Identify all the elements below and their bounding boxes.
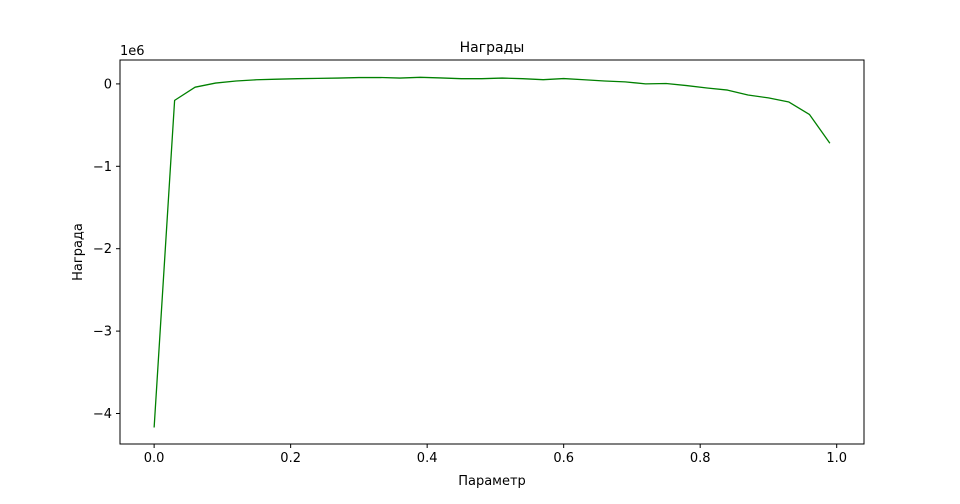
x-axis-ticks: 0.0 0.2 0.4 0.6 0.8 1.0 — [144, 444, 847, 466]
x-tick-label: 0.2 — [280, 451, 301, 466]
y-axis-scale-label: 1e6 — [120, 44, 145, 59]
x-tick-label: 0.4 — [417, 451, 438, 466]
plot-area — [120, 60, 864, 444]
chart-title: Награды — [460, 40, 525, 56]
y-tick-label: 0 — [104, 77, 112, 92]
series-layer — [153, 76, 831, 428]
x-tick-label: 0.6 — [553, 451, 574, 466]
x-tick-label: 1.0 — [826, 451, 847, 466]
series-line-1 — [153, 76, 831, 428]
y-tick-label: −4 — [93, 407, 112, 422]
x-tick-label: 0.8 — [690, 451, 711, 466]
y-tick-label: −3 — [93, 325, 112, 340]
y-axis-label: Награда — [71, 223, 86, 281]
plot-frame — [119, 59, 865, 445]
x-tick-label: 0.0 — [144, 451, 165, 466]
y-tick-label: −2 — [93, 242, 112, 257]
x-axis-label: Параметр — [458, 474, 526, 489]
y-tick-label: −1 — [93, 160, 112, 175]
y-axis-ticks: 0 −1 −2 −3 −4 — [93, 77, 120, 422]
